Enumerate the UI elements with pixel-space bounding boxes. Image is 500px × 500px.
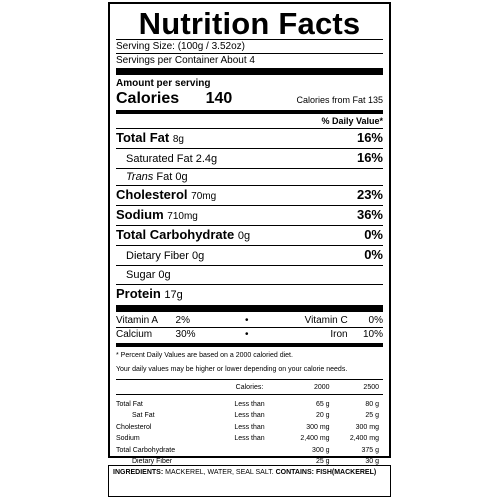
- nutrient-row-cholesterol: Cholesterol 70mg 23%: [116, 186, 383, 206]
- daily-value-header-row: % Daily Value*: [116, 114, 383, 129]
- table-header-row: Calories: 2000 2500: [116, 382, 383, 394]
- vitamin-row-calcium-iron: Calcium 30% • Iron 10%: [116, 328, 383, 347]
- ingredients-label: INGREDIENTS:: [113, 469, 164, 476]
- servings-per-container: Servings per Container About 4: [116, 54, 383, 75]
- nutrient-row-sugar: Sugar 0g: [116, 266, 383, 285]
- nutrient-row-saturated-fat: Saturated Fat 2.4g 16%: [116, 149, 383, 169]
- contains-label: CONTAINS:: [275, 469, 314, 476]
- nutrient-row-dietary-fiber: Dietary Fiber 0g 0%: [116, 246, 383, 266]
- table-row: Total Carbohydrate 300 g 375 g: [116, 446, 379, 454]
- nutrient-row-total-fat: Total Fat 8g 16%: [116, 129, 383, 149]
- calories-label: Calories: [116, 90, 180, 107]
- serving-size: Serving Size: (100g / 3.52oz): [116, 40, 383, 54]
- calories-value: 140: [205, 90, 233, 107]
- table-row: Dietary Fiber 25 g 30 g: [132, 458, 379, 465]
- amount-per-serving: Amount per serving: [116, 78, 211, 89]
- nutrition-facts-panel: Nutrition Facts Serving Size: (100g / 3.…: [108, 2, 391, 465]
- table-row: Sodium Less than 2,400 mg 2,400 mg: [116, 435, 379, 442]
- table-row: Total Fat Less than 65 g 80 g: [116, 400, 379, 408]
- table-row: Cholesterol Less than 300 mg 300 mg: [116, 423, 379, 431]
- nutrient-row-protein: Protein 17g: [116, 285, 383, 312]
- ingredients-text: MACKEREL, WATER, SEAL SALT.: [165, 469, 274, 476]
- nutrient-row-trans-fat: Trans Fat 0g: [116, 169, 383, 186]
- calories-from-fat: Calories from Fat 135: [296, 95, 383, 105]
- daily-value-header: % Daily Value*: [321, 116, 383, 126]
- label-title: Nutrition Facts: [116, 8, 383, 40]
- calories-row: Calories 140 Calories from Fat 135: [116, 90, 383, 114]
- daily-values-table: Calories: 2000 2500 Total Fat Less than …: [116, 382, 383, 468]
- ingredients-box: INGREDIENTS: MACKEREL, WATER, SEAL SALT.…: [108, 465, 391, 497]
- footnote-percent: * Percent Daily Values are based on a 20…: [116, 352, 293, 359]
- contains-text: FISH(MACKEREL): [315, 469, 377, 476]
- footnote-calorie-needs: Your daily values may be higher or lower…: [116, 364, 383, 380]
- nutrient-row-total-carbohydrate: Total Carbohydrate 0g 0%: [116, 226, 383, 246]
- table-row: Sat Fat Less than 20 g 25 g: [132, 412, 379, 419]
- vitamin-row-a-c: Vitamin A 2% • Vitamin C 0%: [116, 315, 383, 328]
- nutrient-row-sodium: Sodium 710mg 36%: [116, 206, 383, 226]
